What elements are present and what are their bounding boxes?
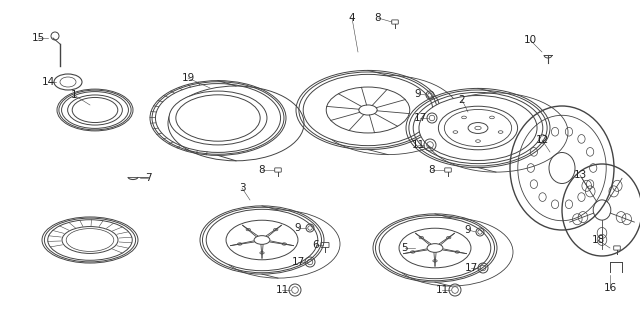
Text: 11: 11 — [275, 285, 289, 295]
Text: 8: 8 — [429, 165, 435, 175]
Text: 11: 11 — [435, 285, 449, 295]
Text: 12: 12 — [536, 135, 548, 145]
Text: 6: 6 — [313, 240, 319, 250]
Text: 18: 18 — [591, 235, 605, 245]
Ellipse shape — [72, 98, 118, 122]
Ellipse shape — [419, 95, 537, 160]
Ellipse shape — [379, 217, 491, 279]
Text: 14: 14 — [42, 77, 54, 87]
Text: 1: 1 — [70, 90, 77, 100]
Text: 17: 17 — [465, 263, 477, 273]
Text: 8: 8 — [259, 165, 266, 175]
Ellipse shape — [206, 209, 318, 271]
Text: 9: 9 — [294, 223, 301, 233]
Text: 17: 17 — [291, 257, 305, 267]
Text: 17: 17 — [413, 113, 427, 123]
Text: 3: 3 — [239, 183, 245, 193]
Text: 13: 13 — [573, 170, 587, 180]
Text: 19: 19 — [181, 73, 195, 83]
Ellipse shape — [169, 91, 267, 145]
Text: 7: 7 — [145, 173, 151, 183]
Text: 8: 8 — [374, 13, 381, 23]
Ellipse shape — [303, 74, 433, 146]
Text: 11: 11 — [412, 140, 424, 150]
Text: 2: 2 — [459, 95, 465, 105]
Text: 16: 16 — [604, 283, 616, 293]
Text: 15: 15 — [31, 33, 45, 43]
Text: 9: 9 — [415, 89, 421, 99]
Text: 9: 9 — [465, 225, 471, 235]
Text: 10: 10 — [524, 35, 536, 45]
Text: 4: 4 — [349, 13, 355, 23]
Text: 5: 5 — [402, 243, 408, 253]
